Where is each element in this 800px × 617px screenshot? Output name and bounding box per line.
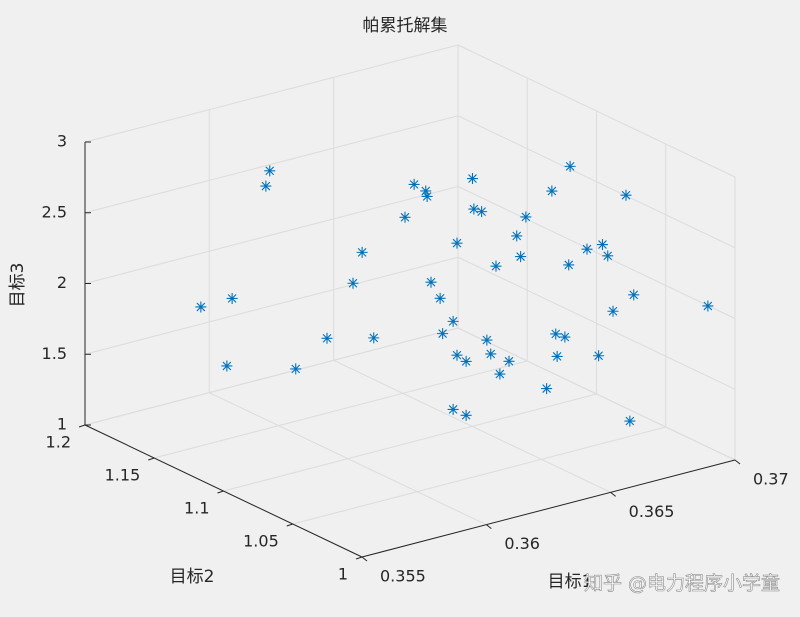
y-tick	[148, 457, 155, 461]
marker	[447, 403, 459, 415]
grid-line	[292, 426, 666, 525]
marker	[368, 332, 380, 344]
y-tick-label: 1.15	[105, 466, 141, 485]
marker	[546, 185, 558, 197]
marker	[356, 246, 368, 258]
marker	[421, 190, 433, 202]
marker	[399, 211, 411, 223]
marker	[702, 300, 714, 312]
x-tick	[610, 491, 616, 497]
marker	[564, 160, 576, 172]
z-tick-label: 2	[57, 273, 67, 292]
marker	[620, 189, 632, 201]
marker	[347, 277, 359, 289]
grid-line	[154, 360, 528, 459]
x-axis-line	[361, 459, 736, 558]
marker	[563, 259, 575, 271]
marker	[226, 292, 238, 304]
marker	[290, 363, 302, 375]
marker	[321, 332, 333, 344]
marker	[476, 206, 488, 218]
grid-line	[84, 256, 459, 355]
marker	[466, 173, 478, 185]
marker	[260, 180, 272, 192]
grid-line	[457, 115, 736, 249]
marker	[451, 349, 463, 361]
marker	[559, 331, 571, 343]
y-axis-label: 目标2	[170, 567, 215, 587]
marker	[408, 178, 420, 190]
marker	[460, 409, 472, 421]
marker	[503, 355, 515, 367]
y-tick-label: 1.1	[184, 499, 209, 518]
marker	[551, 350, 563, 362]
x-tick	[734, 459, 741, 465]
marker	[607, 305, 619, 317]
marker	[481, 334, 493, 346]
z-tick-label: 3	[57, 132, 67, 151]
chart-title: 帕累托解集	[363, 16, 448, 36]
marker	[628, 289, 640, 301]
marker	[494, 368, 506, 380]
marker	[460, 355, 472, 367]
grid-line	[84, 186, 459, 284]
y-tick	[286, 523, 293, 527]
marker	[195, 301, 207, 313]
marker	[451, 237, 463, 249]
marker	[550, 328, 562, 340]
x-tick-label: 0.37	[753, 470, 789, 489]
grid-line	[84, 44, 459, 143]
y-tick	[217, 490, 224, 494]
marker	[447, 315, 459, 327]
marker	[264, 165, 276, 177]
marker	[420, 185, 432, 197]
z-tick-label: 2.5	[42, 202, 67, 221]
grid-line	[223, 393, 597, 492]
marker	[593, 350, 605, 362]
marker	[541, 383, 553, 395]
marker	[425, 276, 437, 288]
marker	[520, 211, 532, 223]
marker	[511, 230, 523, 242]
marker	[490, 260, 502, 272]
marker	[485, 348, 497, 360]
x-tick	[486, 524, 492, 530]
marker	[221, 360, 233, 372]
marker	[581, 243, 593, 255]
y-tick	[78, 424, 86, 428]
marker	[437, 328, 449, 340]
y-tick-label: 1.2	[46, 433, 71, 452]
z-tick-label: 1.5	[42, 344, 67, 363]
x-tick	[361, 556, 368, 562]
y-tick-label: 1.05	[243, 532, 279, 551]
grid-line	[457, 44, 736, 178]
marker	[515, 251, 527, 263]
marker	[468, 203, 480, 215]
y-tick	[355, 556, 363, 560]
z-axis-label: 目标3	[8, 263, 28, 308]
watermark: 知乎 @电力程序小学童	[584, 573, 780, 595]
marker	[624, 415, 636, 427]
grid-line	[84, 115, 459, 214]
x-tick-label: 0.355	[380, 567, 426, 586]
y-tick-label: 1	[338, 565, 348, 584]
marker	[596, 239, 608, 251]
z-tick-label: 1	[57, 415, 67, 434]
marker	[434, 292, 446, 304]
x-axis-label: 目标1	[548, 572, 593, 592]
x-tick-label: 0.36	[504, 534, 540, 553]
grid-line	[84, 327, 459, 426]
marker	[602, 250, 614, 262]
grid-line	[457, 186, 736, 319]
grid-line	[457, 256, 736, 390]
x-tick-label: 0.365	[629, 502, 675, 521]
grid-line	[457, 327, 736, 461]
